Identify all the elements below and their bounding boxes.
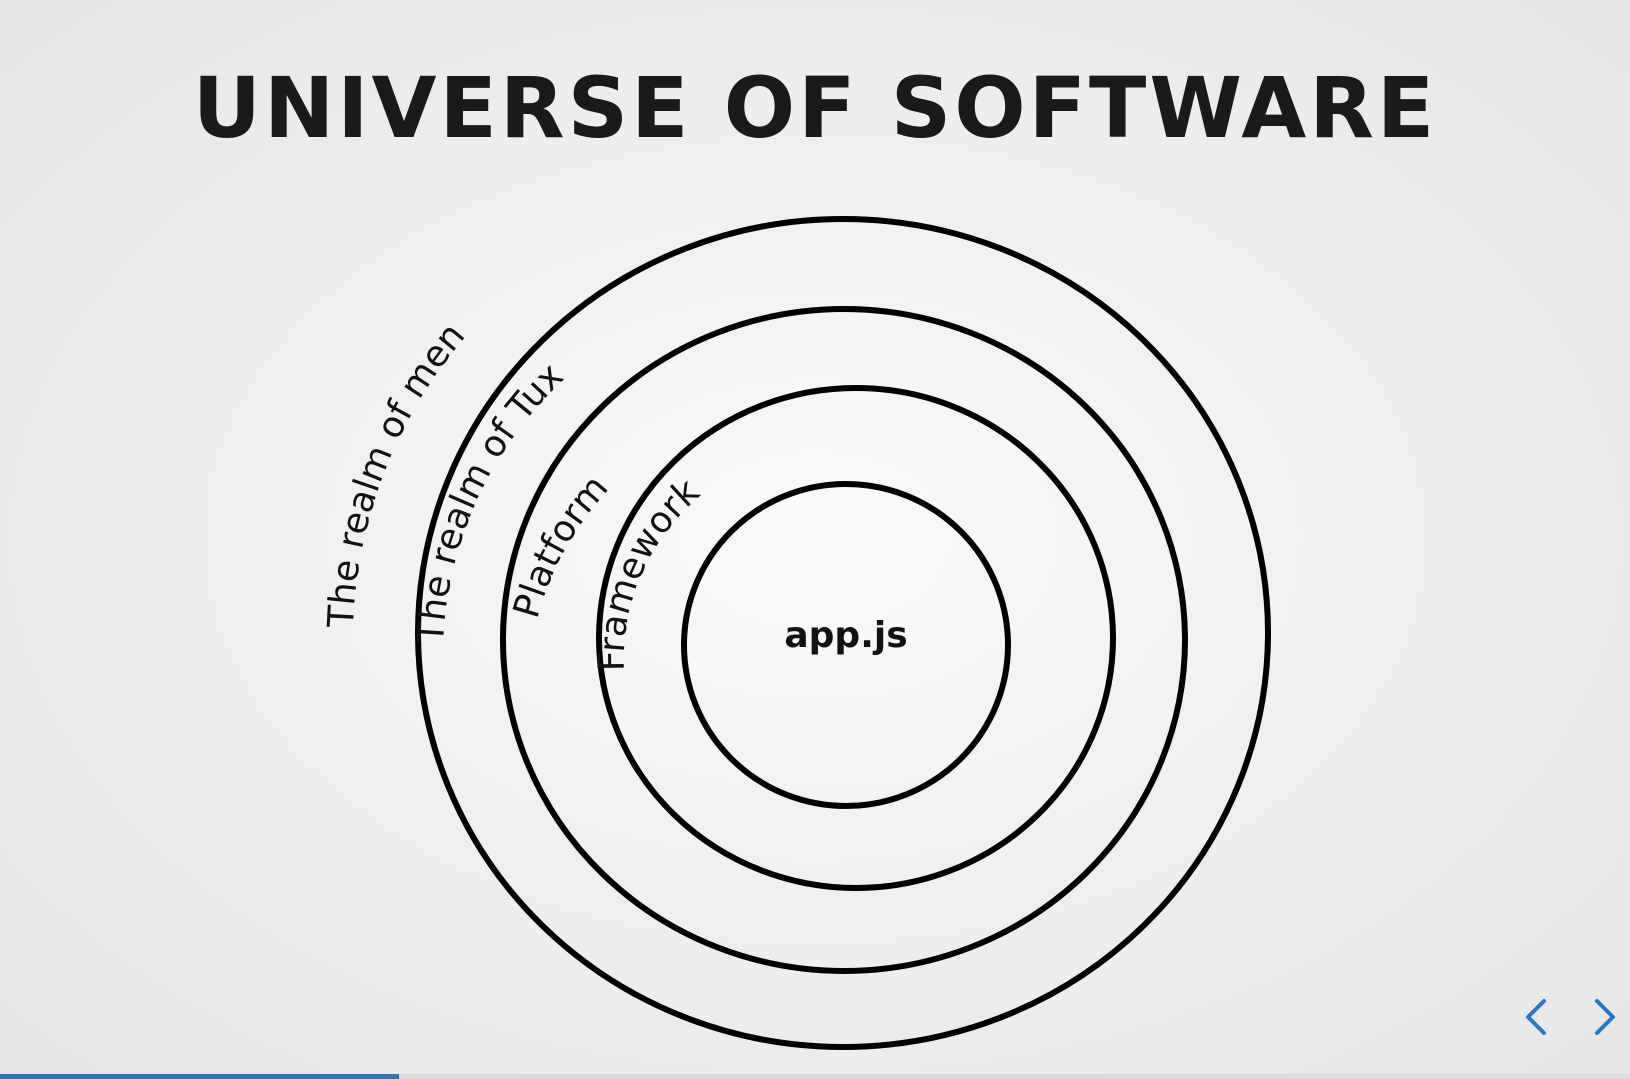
previous-slide-button[interactable]: [1517, 993, 1557, 1041]
ring-second: [500, 306, 1188, 974]
ring-third: [596, 385, 1116, 891]
center-label-app-js: app.js: [784, 615, 907, 656]
next-slide-button[interactable]: [1584, 993, 1624, 1041]
ring-outer: [415, 216, 1271, 1050]
slide-title: UNIVERSE OF SOFTWARE: [192, 59, 1438, 157]
chevron-left-icon: [1526, 999, 1546, 1035]
ring-inner: [681, 481, 1011, 809]
chevron-right-icon: [1595, 999, 1615, 1035]
progress-fill: [0, 1074, 400, 1079]
progress-bar: [0, 1074, 1630, 1079]
